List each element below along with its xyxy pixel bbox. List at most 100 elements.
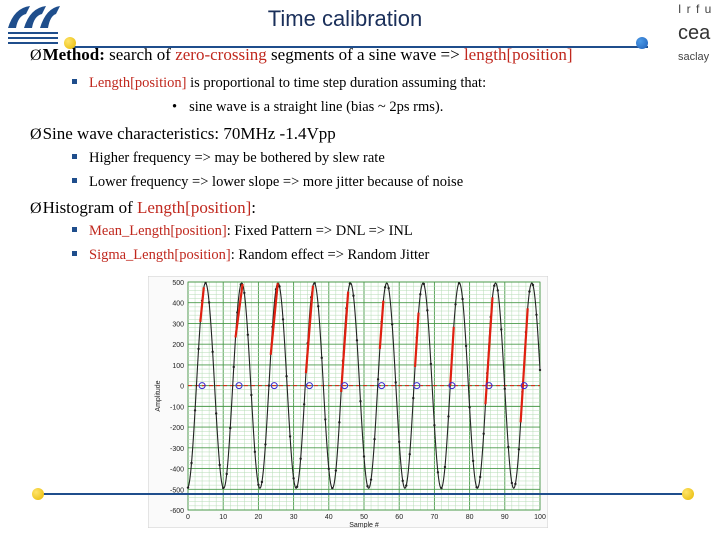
- top-right-dot: [636, 37, 648, 49]
- sample-point: [436, 471, 440, 474]
- top-rule: [68, 46, 648, 48]
- sample-point: [246, 333, 250, 336]
- sample-point: [401, 479, 404, 483]
- sample-point: [443, 465, 447, 469]
- bullet-method-subsub: • sine wave is a straight line (bias ~ 2p…: [172, 99, 443, 116]
- zero-crossing-marker: [305, 382, 313, 390]
- x-tick-label: 40: [325, 514, 333, 521]
- sample-point: [408, 453, 411, 456]
- cea-logo-text: cea: [678, 22, 711, 44]
- histogram-text: Histogram of: [42, 198, 137, 217]
- square-bullet-icon: [72, 227, 77, 233]
- sample-point: [222, 486, 225, 490]
- sample-point: [295, 485, 299, 488]
- sample-point: [383, 286, 387, 289]
- sample-point: [327, 467, 330, 471]
- zero-crossing-segment: [199, 287, 205, 322]
- sample-point: [464, 344, 468, 348]
- sample-point: [359, 400, 362, 403]
- sample-point: [405, 484, 408, 487]
- bullet-lower-frequency: Lower frequency => lower slope => more j…: [72, 174, 463, 191]
- method-label: Method:: [42, 45, 105, 64]
- zero-crossing-marker: [198, 382, 206, 390]
- x-tick-label: 50: [360, 514, 368, 521]
- sample-point: [355, 339, 359, 342]
- sine-wave-chart: 5004003002001000-100-200-300-400-500-600…: [148, 276, 548, 528]
- mean-length-text: : Fixed Pattern => DNL => INL: [226, 223, 413, 239]
- irfu-cea-saclay-logo: I r f u cea saclay: [678, 2, 720, 76]
- sample-point: [440, 486, 443, 490]
- sample-point: [257, 483, 260, 487]
- sample-point: [218, 463, 221, 467]
- zero-crossing-marker: [378, 382, 386, 390]
- zero-crossing-marker: [485, 382, 493, 390]
- sample-point: [211, 350, 214, 354]
- sample-point: [278, 285, 281, 288]
- sample-point: [390, 323, 394, 326]
- sample-point: [514, 482, 517, 486]
- zero-crossing-segment: [269, 283, 279, 355]
- sample-point: [422, 282, 426, 286]
- method-text-a: search of: [104, 45, 176, 64]
- sample-point: [193, 409, 197, 412]
- sample-point: [478, 475, 482, 479]
- sample-point: [468, 406, 471, 409]
- sample-point: [338, 421, 341, 424]
- method-subsub-text: sine wave is a straight line (bias ~ 2ps…: [189, 99, 444, 115]
- zero-crossing-marker: [413, 382, 421, 390]
- sample-point: [500, 328, 503, 331]
- sample-point: [369, 478, 373, 481]
- sample-point: [334, 469, 338, 472]
- sample-point: [510, 481, 514, 485]
- sample-point: [447, 415, 450, 418]
- sample-point: [232, 365, 235, 369]
- sample-point: [373, 437, 376, 441]
- sample-point: [503, 387, 506, 390]
- square-bullet-icon: [72, 79, 77, 85]
- bullet-mean-length: Mean_Length[position]: Fixed Pattern => …: [72, 223, 413, 240]
- sample-point: [475, 486, 478, 489]
- sample-point: [531, 283, 535, 287]
- sample-point: [288, 435, 292, 438]
- sample-point: [313, 282, 316, 285]
- sample-point: [299, 457, 302, 460]
- x-axis-label: Sample #: [349, 522, 379, 528]
- sample-point: [538, 368, 542, 372]
- zero-crossing-segment: [484, 297, 494, 405]
- sample-point: [285, 375, 288, 378]
- sample-point: [225, 472, 228, 476]
- length-position-term: length[position]: [463, 45, 573, 64]
- y-tick-label: -500: [170, 487, 184, 494]
- bottom-right-dot: [682, 488, 694, 500]
- y-tick-label: 0: [180, 384, 184, 391]
- zero-crossing-marker: [235, 382, 243, 390]
- x-tick-label: 20: [255, 514, 263, 521]
- sample-point: [482, 432, 485, 435]
- y-tick-label: 200: [172, 342, 184, 349]
- histogram-colon: :: [251, 198, 256, 217]
- y-tick-label: -100: [170, 404, 184, 411]
- sample-point: [324, 418, 327, 421]
- x-tick-label: 100: [534, 514, 546, 521]
- zero-crossing-marker: [520, 382, 528, 390]
- sample-point: [267, 384, 271, 387]
- lower-frequency-text: Lower frequency => lower slope => more j…: [89, 174, 464, 190]
- sigma-length-term: Sigma_Length[position]: [89, 247, 231, 263]
- y-tick-label: -300: [170, 446, 184, 453]
- y-tick-label: -600: [170, 508, 184, 515]
- y-tick-label: -200: [170, 425, 184, 432]
- sample-point: [292, 477, 295, 480]
- bullet-higher-frequency: Higher frequency => may be bothered by s…: [72, 150, 385, 167]
- sample-point: [398, 440, 401, 444]
- mean-length-term: Mean_Length[position]: [89, 223, 227, 239]
- bullet-histogram: ØHistogram of Length[position]:: [30, 198, 256, 218]
- x-tick-label: 70: [431, 514, 439, 521]
- length-position-term: Length[position]: [137, 198, 252, 217]
- zero-crossing-segment: [340, 291, 350, 392]
- sample-point: [496, 289, 499, 292]
- square-bullet-icon: [72, 154, 77, 160]
- x-tick-label: 90: [501, 514, 509, 521]
- method-text-b: segments of a sine wave =>: [266, 45, 464, 64]
- y-tick-label: 300: [172, 321, 184, 328]
- sample-point: [362, 455, 366, 458]
